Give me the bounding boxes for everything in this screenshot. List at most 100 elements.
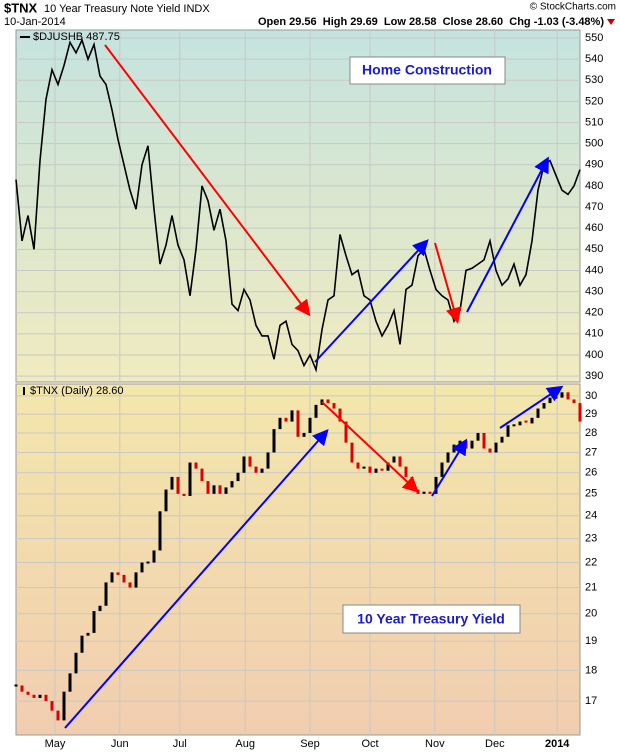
price-bar bbox=[302, 432, 306, 437]
y-tick-label: 27 bbox=[585, 446, 597, 458]
price-bar bbox=[356, 462, 360, 469]
price-bar bbox=[152, 550, 156, 563]
y-tick-label: 540 bbox=[585, 53, 603, 65]
price-bar bbox=[572, 399, 576, 404]
price-bar bbox=[296, 410, 300, 437]
price-bar bbox=[14, 684, 18, 687]
price-bar bbox=[530, 417, 534, 424]
price-bar bbox=[164, 489, 168, 512]
price-bar bbox=[188, 462, 192, 496]
price-bar bbox=[404, 466, 408, 477]
y-tick-label: 26 bbox=[585, 467, 597, 479]
y-tick-label: 430 bbox=[585, 285, 603, 297]
price-bar bbox=[452, 444, 456, 453]
price-bar bbox=[344, 421, 348, 443]
price-bar bbox=[548, 397, 552, 404]
y-tick-label: 19 bbox=[585, 635, 597, 647]
price-bar bbox=[506, 425, 510, 437]
arrow bbox=[321, 401, 419, 493]
panel-top bbox=[15, 29, 581, 383]
price-bar bbox=[20, 685, 24, 692]
price-bar bbox=[104, 582, 108, 606]
price-bar bbox=[176, 476, 180, 494]
price-bar bbox=[308, 417, 312, 433]
price-bar bbox=[422, 491, 426, 494]
price-bar bbox=[194, 462, 198, 469]
price-bar bbox=[80, 635, 84, 653]
price-bar bbox=[458, 440, 462, 445]
price-bar bbox=[362, 466, 366, 469]
credit: © StockCharts.com bbox=[530, 2, 616, 13]
price-bar bbox=[368, 466, 372, 473]
y-tick-label: 420 bbox=[585, 307, 603, 319]
legend-label: $DJUSHB 487.75 bbox=[33, 31, 120, 43]
price-bar bbox=[536, 408, 540, 418]
price-bar bbox=[74, 652, 78, 674]
price-bar bbox=[470, 440, 474, 449]
price-bar bbox=[440, 462, 444, 477]
price-bar bbox=[224, 487, 228, 494]
price-bar bbox=[212, 485, 216, 494]
price-bar bbox=[146, 561, 150, 564]
price-bar bbox=[140, 562, 144, 573]
x-tick-label: Nov bbox=[425, 738, 445, 750]
price-bar bbox=[242, 456, 246, 473]
price-bar bbox=[350, 442, 354, 463]
price-bar bbox=[554, 396, 558, 399]
y-tick-label: 510 bbox=[585, 116, 603, 128]
price-bar bbox=[110, 572, 114, 583]
price-line bbox=[15, 37, 581, 373]
annotation-box bbox=[342, 604, 521, 634]
price-bar bbox=[542, 403, 546, 409]
price-bar bbox=[98, 605, 102, 612]
price-bar bbox=[170, 476, 174, 490]
y-tick-label: 390 bbox=[585, 370, 603, 382]
price-bar bbox=[518, 421, 522, 426]
price-bar bbox=[248, 456, 252, 467]
price-bar bbox=[62, 691, 66, 721]
price-bar bbox=[278, 417, 282, 430]
y-tick-label: 30 bbox=[585, 390, 597, 402]
symbol: $TNX bbox=[4, 0, 38, 15]
price-bar bbox=[26, 691, 30, 695]
y-tick-label: 490 bbox=[585, 159, 603, 171]
price-bar bbox=[128, 582, 132, 588]
price-bar bbox=[314, 404, 318, 418]
price-bar bbox=[50, 701, 54, 711]
price-bar bbox=[236, 472, 240, 482]
price-bar bbox=[206, 481, 210, 494]
x-tick-label: Aug bbox=[235, 738, 255, 750]
x-tick-label: Oct bbox=[361, 738, 378, 750]
y-tick-label: 24 bbox=[585, 510, 597, 522]
x-tick-label: Jun bbox=[111, 738, 129, 750]
y-tick-label: 530 bbox=[585, 74, 603, 86]
price-bar bbox=[338, 408, 342, 422]
x-tick-label: Jul bbox=[173, 738, 187, 750]
price-bar bbox=[158, 511, 162, 551]
price-bar bbox=[332, 403, 336, 409]
down-indicator bbox=[607, 19, 615, 25]
arrow bbox=[499, 385, 564, 429]
y-tick-label: 410 bbox=[585, 328, 603, 340]
price-bar bbox=[68, 673, 72, 692]
arrows bbox=[64, 44, 564, 729]
y-tick-label: 460 bbox=[585, 222, 603, 234]
price-bar bbox=[512, 424, 516, 427]
price-bar bbox=[500, 436, 504, 443]
price-bar bbox=[524, 420, 528, 423]
y-tick-label: 17 bbox=[585, 695, 597, 707]
security-name: 10 Year Treasury Note Yield INDX bbox=[44, 3, 210, 15]
price-bar bbox=[494, 442, 498, 453]
price-bar bbox=[134, 572, 138, 588]
price-bar bbox=[44, 694, 48, 702]
y-tick-label: 400 bbox=[585, 349, 603, 361]
y-tick-label: 23 bbox=[585, 533, 597, 545]
price-bar bbox=[380, 468, 384, 471]
price-bar bbox=[182, 493, 186, 496]
arrow bbox=[466, 156, 549, 313]
price-bar bbox=[428, 491, 432, 494]
price-bar bbox=[326, 399, 330, 404]
price-bar bbox=[56, 710, 60, 721]
price-bar bbox=[260, 468, 264, 473]
price-bar bbox=[254, 466, 258, 473]
